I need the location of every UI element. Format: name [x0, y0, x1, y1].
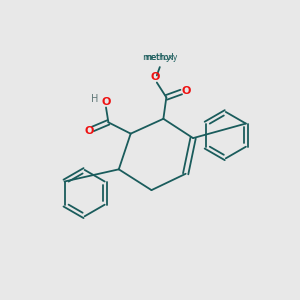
Text: O: O — [182, 86, 191, 96]
Text: O: O — [84, 126, 94, 136]
Text: O: O — [151, 72, 160, 82]
Text: methoxy: methoxy — [145, 53, 178, 62]
Text: methyl: methyl — [142, 53, 174, 62]
Text: H: H — [91, 94, 98, 103]
Text: O: O — [101, 97, 111, 107]
